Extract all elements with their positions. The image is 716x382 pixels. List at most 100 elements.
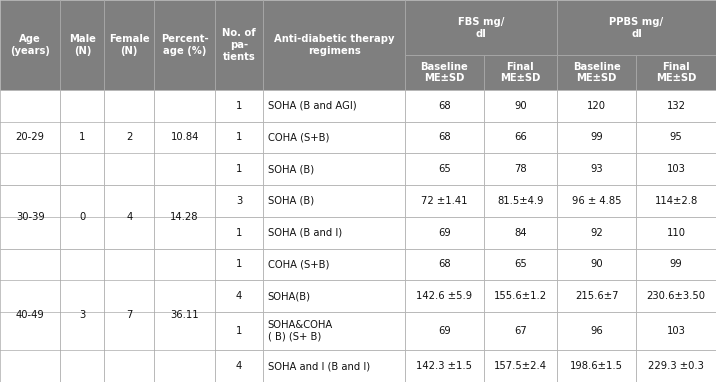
Text: 66: 66	[514, 133, 527, 142]
Text: FBS mg/
dl: FBS mg/ dl	[458, 17, 504, 39]
Text: 1: 1	[236, 101, 242, 111]
Text: 95: 95	[670, 133, 682, 142]
Text: 114±2.8: 114±2.8	[654, 196, 698, 206]
Bar	[637, 121, 716, 153]
Text: 81.5±4.9: 81.5±4.9	[497, 196, 543, 206]
Text: 229.3 ±0.3: 229.3 ±0.3	[648, 361, 704, 371]
Text: Final
ME±SD: Final ME±SD	[656, 62, 697, 83]
Text: 0: 0	[79, 212, 85, 222]
Bar	[263, 249, 405, 280]
Text: SOHA(B): SOHA(B)	[268, 291, 311, 301]
Bar	[557, 217, 637, 249]
Text: 96 ± 4.85: 96 ± 4.85	[572, 196, 621, 206]
Bar	[155, 90, 215, 185]
Bar	[637, 153, 716, 185]
Bar	[637, 90, 716, 121]
Bar	[263, 0, 405, 90]
Bar	[105, 0, 155, 90]
Text: COHA (S+B): COHA (S+B)	[268, 133, 329, 142]
Text: PPBS mg/
dl: PPBS mg/ dl	[609, 17, 664, 39]
Bar	[484, 312, 557, 350]
Bar	[263, 90, 405, 121]
Text: Female
(N): Female (N)	[109, 34, 150, 56]
Bar	[484, 249, 557, 280]
Text: 155.6±1.2: 155.6±1.2	[494, 291, 547, 301]
Bar	[405, 280, 484, 312]
Bar	[405, 121, 484, 153]
Bar	[155, 185, 215, 249]
Bar	[557, 90, 637, 121]
Text: 198.6±1.5: 198.6±1.5	[570, 361, 623, 371]
Bar	[60, 90, 105, 185]
Bar	[484, 121, 557, 153]
Text: 67: 67	[514, 326, 527, 336]
Bar	[484, 280, 557, 312]
Bar	[215, 249, 263, 280]
Text: 36.11: 36.11	[170, 310, 199, 320]
Bar	[405, 55, 484, 90]
Bar	[405, 249, 484, 280]
Bar	[0, 249, 60, 382]
Bar	[405, 185, 484, 217]
Bar	[215, 153, 263, 185]
Bar	[105, 249, 155, 382]
Text: 4: 4	[236, 361, 242, 371]
Bar	[60, 185, 105, 249]
Text: 72 ±1.41: 72 ±1.41	[421, 196, 468, 206]
Text: SOHA (B and AGI): SOHA (B and AGI)	[268, 101, 357, 111]
Bar	[105, 185, 155, 249]
Bar	[215, 217, 263, 249]
Bar	[0, 90, 60, 185]
Text: 7: 7	[126, 310, 132, 320]
Text: Final
ME±SD: Final ME±SD	[500, 62, 541, 83]
Text: Baseline
ME±SD: Baseline ME±SD	[573, 62, 621, 83]
Text: SOHA&COHA
( B) (S+ B): SOHA&COHA ( B) (S+ B)	[268, 320, 333, 342]
Bar	[263, 121, 405, 153]
Bar	[0, 185, 60, 249]
Bar	[60, 0, 105, 90]
Text: 20-29: 20-29	[16, 133, 44, 142]
Bar	[405, 350, 484, 382]
Bar	[484, 217, 557, 249]
Text: 99: 99	[670, 259, 682, 269]
Text: 3: 3	[236, 196, 242, 206]
Bar	[405, 90, 484, 121]
Text: 90: 90	[591, 259, 603, 269]
Text: 215.6±7: 215.6±7	[575, 291, 619, 301]
Text: 1: 1	[236, 133, 242, 142]
Bar	[263, 153, 405, 185]
Bar	[263, 350, 405, 382]
Text: 40-49: 40-49	[16, 310, 44, 320]
Bar	[557, 185, 637, 217]
Text: 65: 65	[514, 259, 527, 269]
Bar	[405, 153, 484, 185]
Bar	[60, 249, 105, 382]
Text: 14.28: 14.28	[170, 212, 199, 222]
Text: 69: 69	[438, 228, 450, 238]
Text: SOHA (B and I): SOHA (B and I)	[268, 228, 342, 238]
Text: No. of
pa-
tients: No. of pa- tients	[222, 28, 256, 62]
Text: 93: 93	[591, 164, 603, 174]
Text: 92: 92	[590, 228, 603, 238]
Text: COHA (S+B): COHA (S+B)	[268, 259, 329, 269]
Bar	[155, 0, 215, 90]
Text: 103: 103	[667, 326, 686, 336]
Bar	[484, 90, 557, 121]
Bar	[637, 217, 716, 249]
Bar	[557, 350, 637, 382]
Text: 132: 132	[667, 101, 686, 111]
Text: Age
(years): Age (years)	[10, 34, 50, 56]
Bar	[105, 90, 155, 185]
Bar	[263, 217, 405, 249]
Text: 4: 4	[126, 212, 132, 222]
Bar	[215, 90, 263, 121]
Bar	[405, 312, 484, 350]
Bar	[637, 249, 716, 280]
Text: 120: 120	[587, 101, 606, 111]
Text: 110: 110	[667, 228, 686, 238]
Bar	[215, 185, 263, 217]
Text: Anti-diabetic therapy
regimens: Anti-diabetic therapy regimens	[274, 34, 395, 56]
Text: 1: 1	[79, 133, 85, 142]
Bar	[557, 121, 637, 153]
Text: 142.3 ±1.5: 142.3 ±1.5	[416, 361, 473, 371]
